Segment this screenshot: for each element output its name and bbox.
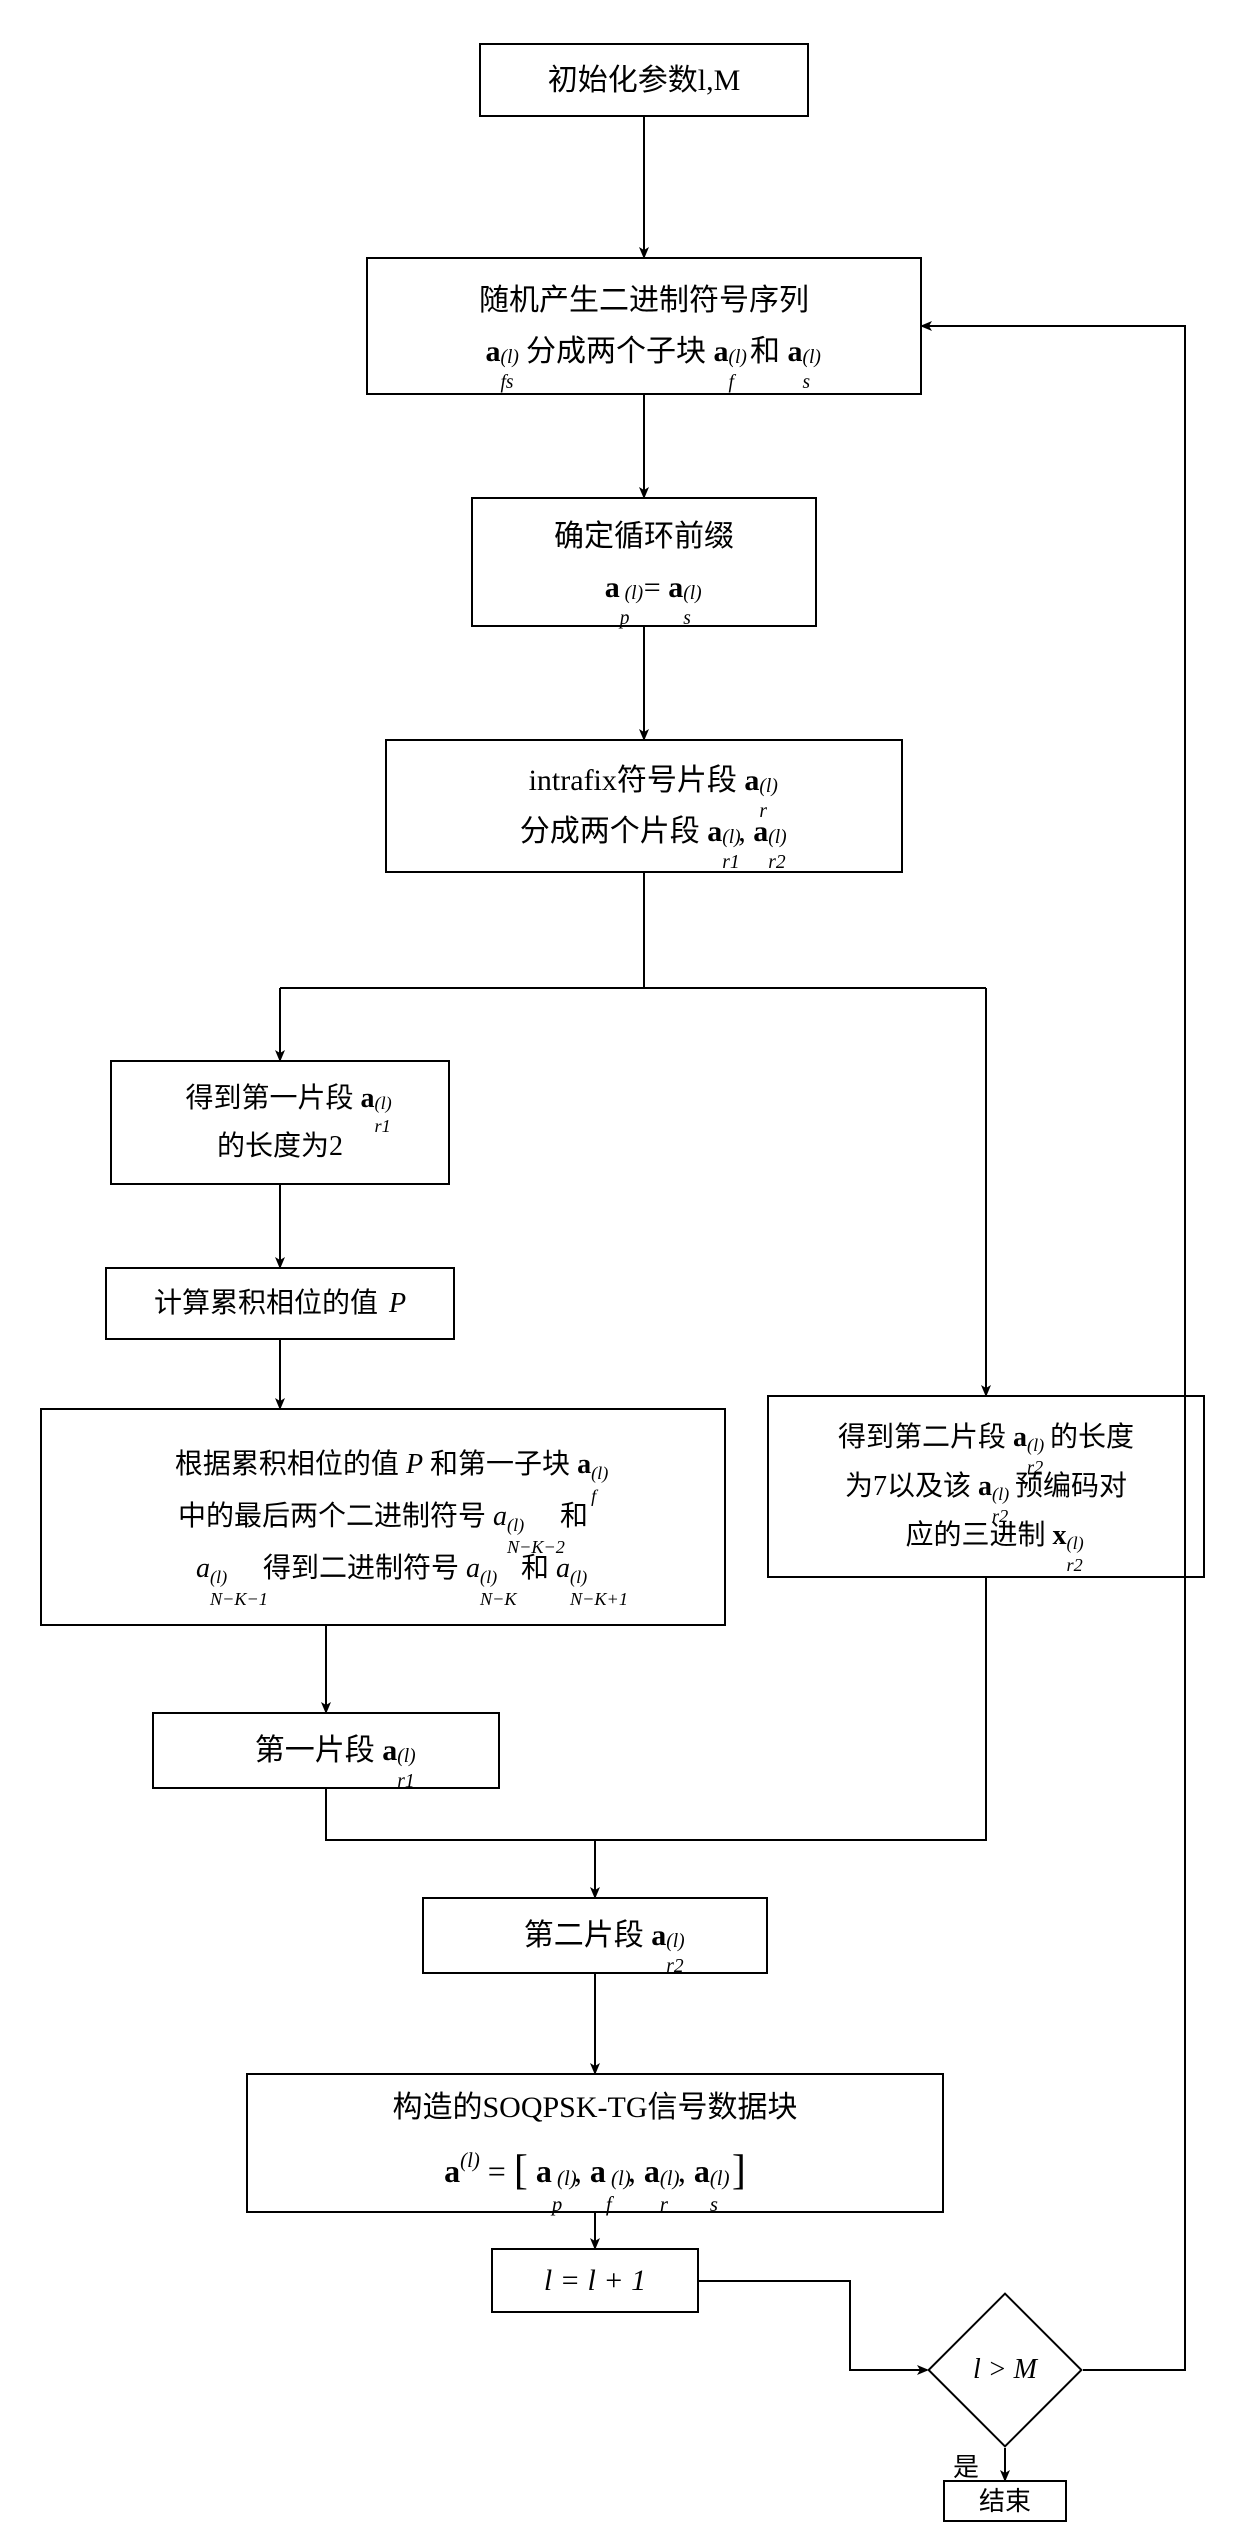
n7-l1-mid: 和第一子块	[430, 1449, 570, 1480]
box-generate-sequence: 随机产生二进制符号序列 a(l)fs 分成两个子块 a(l)f 和 a(l)s	[366, 257, 922, 395]
box-second-segment: 第二片段 a(l)r2	[422, 1897, 768, 1974]
n6-var: P	[389, 1288, 406, 1319]
n13-text: 结束	[979, 2487, 1031, 2516]
n2-and: 和	[750, 335, 788, 368]
box-increment: l = l + 1	[491, 2248, 699, 2313]
n5-l1-pre: 得到第一片段	[185, 1083, 353, 1114]
n2-mid: 分成两个子块	[526, 335, 714, 368]
n4-l2-pre: 分成两个片段	[520, 815, 700, 848]
box-second-segment-len: 得到第二片段 a(l)r2 的长度 为7以及该 a(l)r2 预编码对 应的三进…	[767, 1395, 1205, 1578]
edge-label-yes: 是	[953, 2447, 979, 2484]
box-derive-symbols: 根据累积相位的值 P 和第一子块 a(l)f 中的最后两个二进制符号 a(l)N…	[40, 1408, 726, 1626]
n1-text: 初始化参数l,M	[548, 64, 741, 97]
n8-l1-post: 的长度	[1050, 1422, 1134, 1453]
n10-pre: 第二片段	[524, 1919, 652, 1952]
n9-pre: 第一片段	[255, 1734, 383, 1767]
n2-l1: 随机产生二进制符号序列	[479, 284, 809, 317]
n7-l1-pre: 根据累积相位的值	[175, 1449, 399, 1480]
box-intrafix: intrafix符号片段 a(l)r 分成两个片段 a(l)r1, a(l)r2	[385, 739, 903, 873]
n11-l1: 构造的SOQPSK-TG信号数据块	[392, 2091, 797, 2124]
decision-loop-label: l > M	[955, 2354, 1055, 2386]
n5-l2: 的长度为2	[217, 1131, 343, 1162]
n3-l1: 确定循环前缀	[554, 520, 734, 553]
box-first-segment: 第一片段 a(l)r1	[152, 1712, 500, 1789]
n7-l3-mid: 得到二进制符号	[263, 1553, 466, 1584]
n8-l2-pre: 为7以及该	[845, 1471, 978, 1502]
n12-text: l = l + 1	[544, 2264, 646, 2297]
box-construct-block: 构造的SOQPSK-TG信号数据块 a(l) = [ a (l)p, a (l)…	[246, 2073, 944, 2213]
box-end: 结束	[943, 2480, 1067, 2522]
box-calc-phase: 计算累积相位的值 P	[105, 1267, 455, 1340]
box-first-segment-len: 得到第一片段 a(l)r1 的长度为2	[110, 1060, 450, 1185]
box-cyclic-prefix: 确定循环前缀 a (l)p= a(l)s	[471, 497, 817, 627]
n7-l2-and: 和	[560, 1501, 588, 1532]
n6-pre: 计算累积相位的值	[154, 1288, 378, 1319]
n4-l1-pre: intrafix符号片段	[529, 764, 737, 797]
n8-l1-pre: 得到第二片段	[838, 1422, 1006, 1453]
n8-l3-pre: 应的三进制	[905, 1520, 1045, 1551]
box-init: 初始化参数l,M	[479, 43, 809, 117]
n7-l2-pre: 中的最后两个二进制符号	[178, 1501, 486, 1532]
